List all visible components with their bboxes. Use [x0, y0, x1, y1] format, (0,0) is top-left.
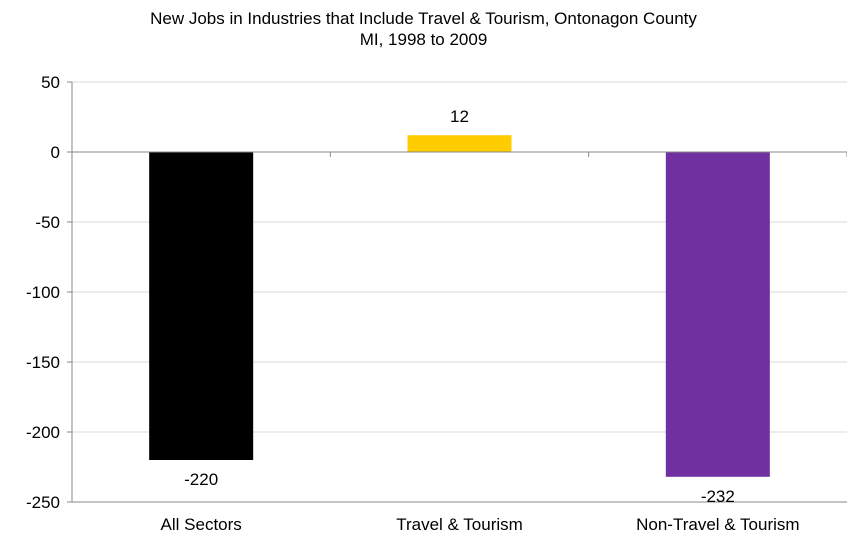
- bar: [149, 152, 254, 460]
- y-tick-label: -150: [26, 353, 60, 372]
- chart-title: New Jobs in Industries that Include Trav…: [0, 8, 847, 50]
- bar: [407, 135, 512, 152]
- x-tick-label: Travel & Tourism: [396, 515, 523, 534]
- y-tick-label: -100: [26, 283, 60, 302]
- y-tick-label: -50: [35, 213, 60, 232]
- x-tick-label: All Sectors: [161, 515, 242, 534]
- data-label: -220: [184, 470, 218, 489]
- chart-title-line-1: New Jobs in Industries that Include Trav…: [150, 9, 697, 28]
- y-tick-label: -200: [26, 423, 60, 442]
- y-tick-label: -250: [26, 493, 60, 512]
- data-label: 12: [450, 107, 469, 126]
- chart-title-line-2: MI, 1998 to 2009: [359, 30, 488, 49]
- data-label: -232: [701, 487, 735, 506]
- bar: [665, 152, 770, 477]
- x-tick-label: Non-Travel & Tourism: [636, 515, 799, 534]
- y-tick-label: 0: [51, 143, 60, 162]
- y-tick-label: 50: [41, 73, 60, 92]
